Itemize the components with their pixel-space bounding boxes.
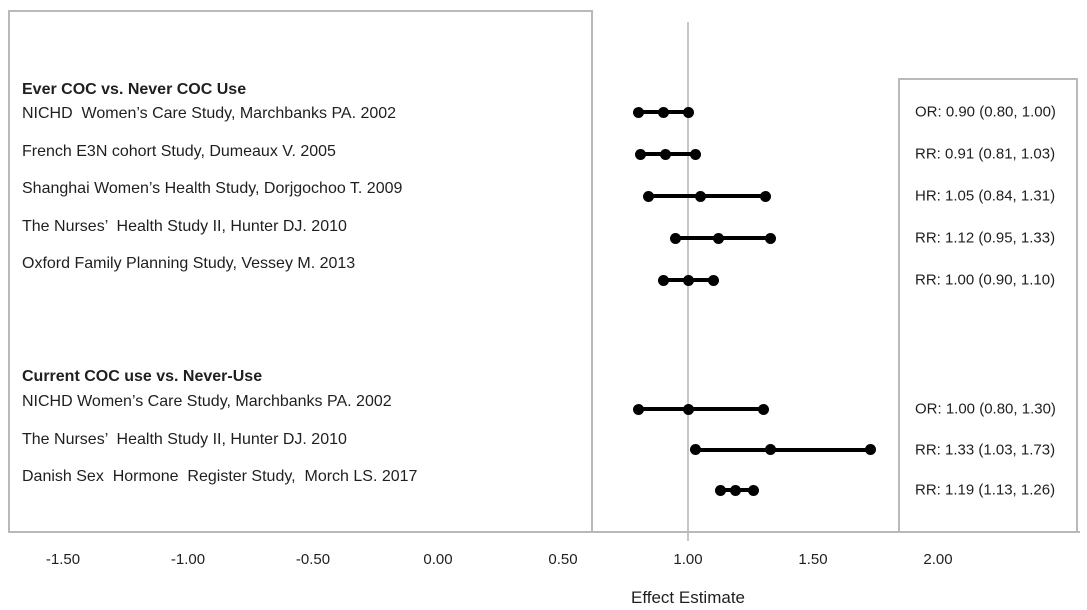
ci-dot-lower (632, 106, 644, 118)
estimate-label: RR: 1.00 (0.90, 1.10) (915, 271, 1056, 289)
ci-dot-upper (707, 274, 719, 286)
ci-dot-upper (682, 106, 694, 118)
ci-dot-lower (715, 484, 726, 496)
x-axis-tick-label: 1.50 (798, 551, 828, 568)
x-axis-tick-label: -0.50 (295, 551, 331, 568)
ci-dot-lower (670, 232, 681, 244)
ci-dot-lower (657, 274, 669, 286)
estimate-dot (682, 274, 694, 286)
ci-dot-lower (635, 148, 646, 160)
ci-line (695, 447, 871, 452)
ci-dot-lower (632, 403, 644, 415)
ci-dot-lower (642, 190, 654, 202)
ci-dot-upper (757, 403, 769, 415)
estimate-dot (660, 148, 671, 160)
study-label: NICHD Women’s Care Study, Marchbanks PA.… (22, 393, 392, 410)
study-label: The Nurses’ Health Study II, Hunter DJ. … (22, 430, 347, 448)
ci-dot-upper (765, 232, 776, 244)
ci-dot-upper (747, 484, 759, 496)
estimate-label: RR: 1.12 (0.95, 1.33) (915, 229, 1056, 247)
study-label: Shanghai Women’s Health Study, Dorjgocho… (22, 180, 403, 197)
x-axis-tick-label: 0.00 (423, 551, 453, 568)
ci-line (638, 407, 763, 411)
x-axis-line (8, 531, 1080, 533)
estimate-dot (730, 484, 741, 496)
x-axis-title: Effect Estimate (630, 588, 746, 607)
study-label: French E3N cohort Study, Dumeaux V. 2005 (22, 142, 336, 160)
ci-dot-lower (690, 444, 701, 455)
study-label: The Nurses’ Health Study II, Hunter DJ. … (22, 217, 347, 235)
estimate-label: RR: 0.91 (0.81, 1.03) (915, 145, 1056, 163)
estimate-label: HR: 1.05 (0.84, 1.31) (915, 187, 1056, 205)
study-label: NICHD Women’s Care Study, Marchbanks PA.… (22, 105, 397, 122)
estimate-dot (712, 232, 724, 244)
x-axis-tick-label: 2.00 (923, 551, 953, 568)
estimate-dot (695, 190, 706, 202)
group-header: Ever COC vs. Never COC Use (22, 81, 247, 98)
x-axis-tick-label: 1.00 (673, 551, 703, 568)
estimate-label: RR: 1.19 (1.13, 1.26) (915, 481, 1056, 499)
x-axis-tick-label: -1.00 (170, 551, 206, 568)
group-header: Current COC use vs. Never-Use (22, 368, 263, 385)
estimate-dot (682, 403, 694, 415)
study-label: Oxford Family Planning Study, Vessey M. … (22, 255, 356, 272)
ci-dot-upper (690, 148, 701, 160)
estimate-dot (657, 106, 669, 118)
estimate-label: OR: 1.00 (0.80, 1.30) (915, 400, 1056, 418)
ci-dot-upper (760, 190, 771, 202)
study-label: Danish Sex Hormone Register Study, Morch… (22, 468, 418, 485)
estimate-dot (765, 444, 776, 455)
ci-dot-upper (865, 444, 876, 455)
x-axis-tick-label: 0.50 (548, 551, 578, 568)
x-axis-tick-label: -1.50 (45, 551, 81, 568)
ci-line (648, 194, 766, 198)
estimate-label: OR: 0.90 (0.80, 1.00) (915, 103, 1056, 121)
estimate-label: RR: 1.33 (1.03, 1.73) (915, 441, 1056, 458)
